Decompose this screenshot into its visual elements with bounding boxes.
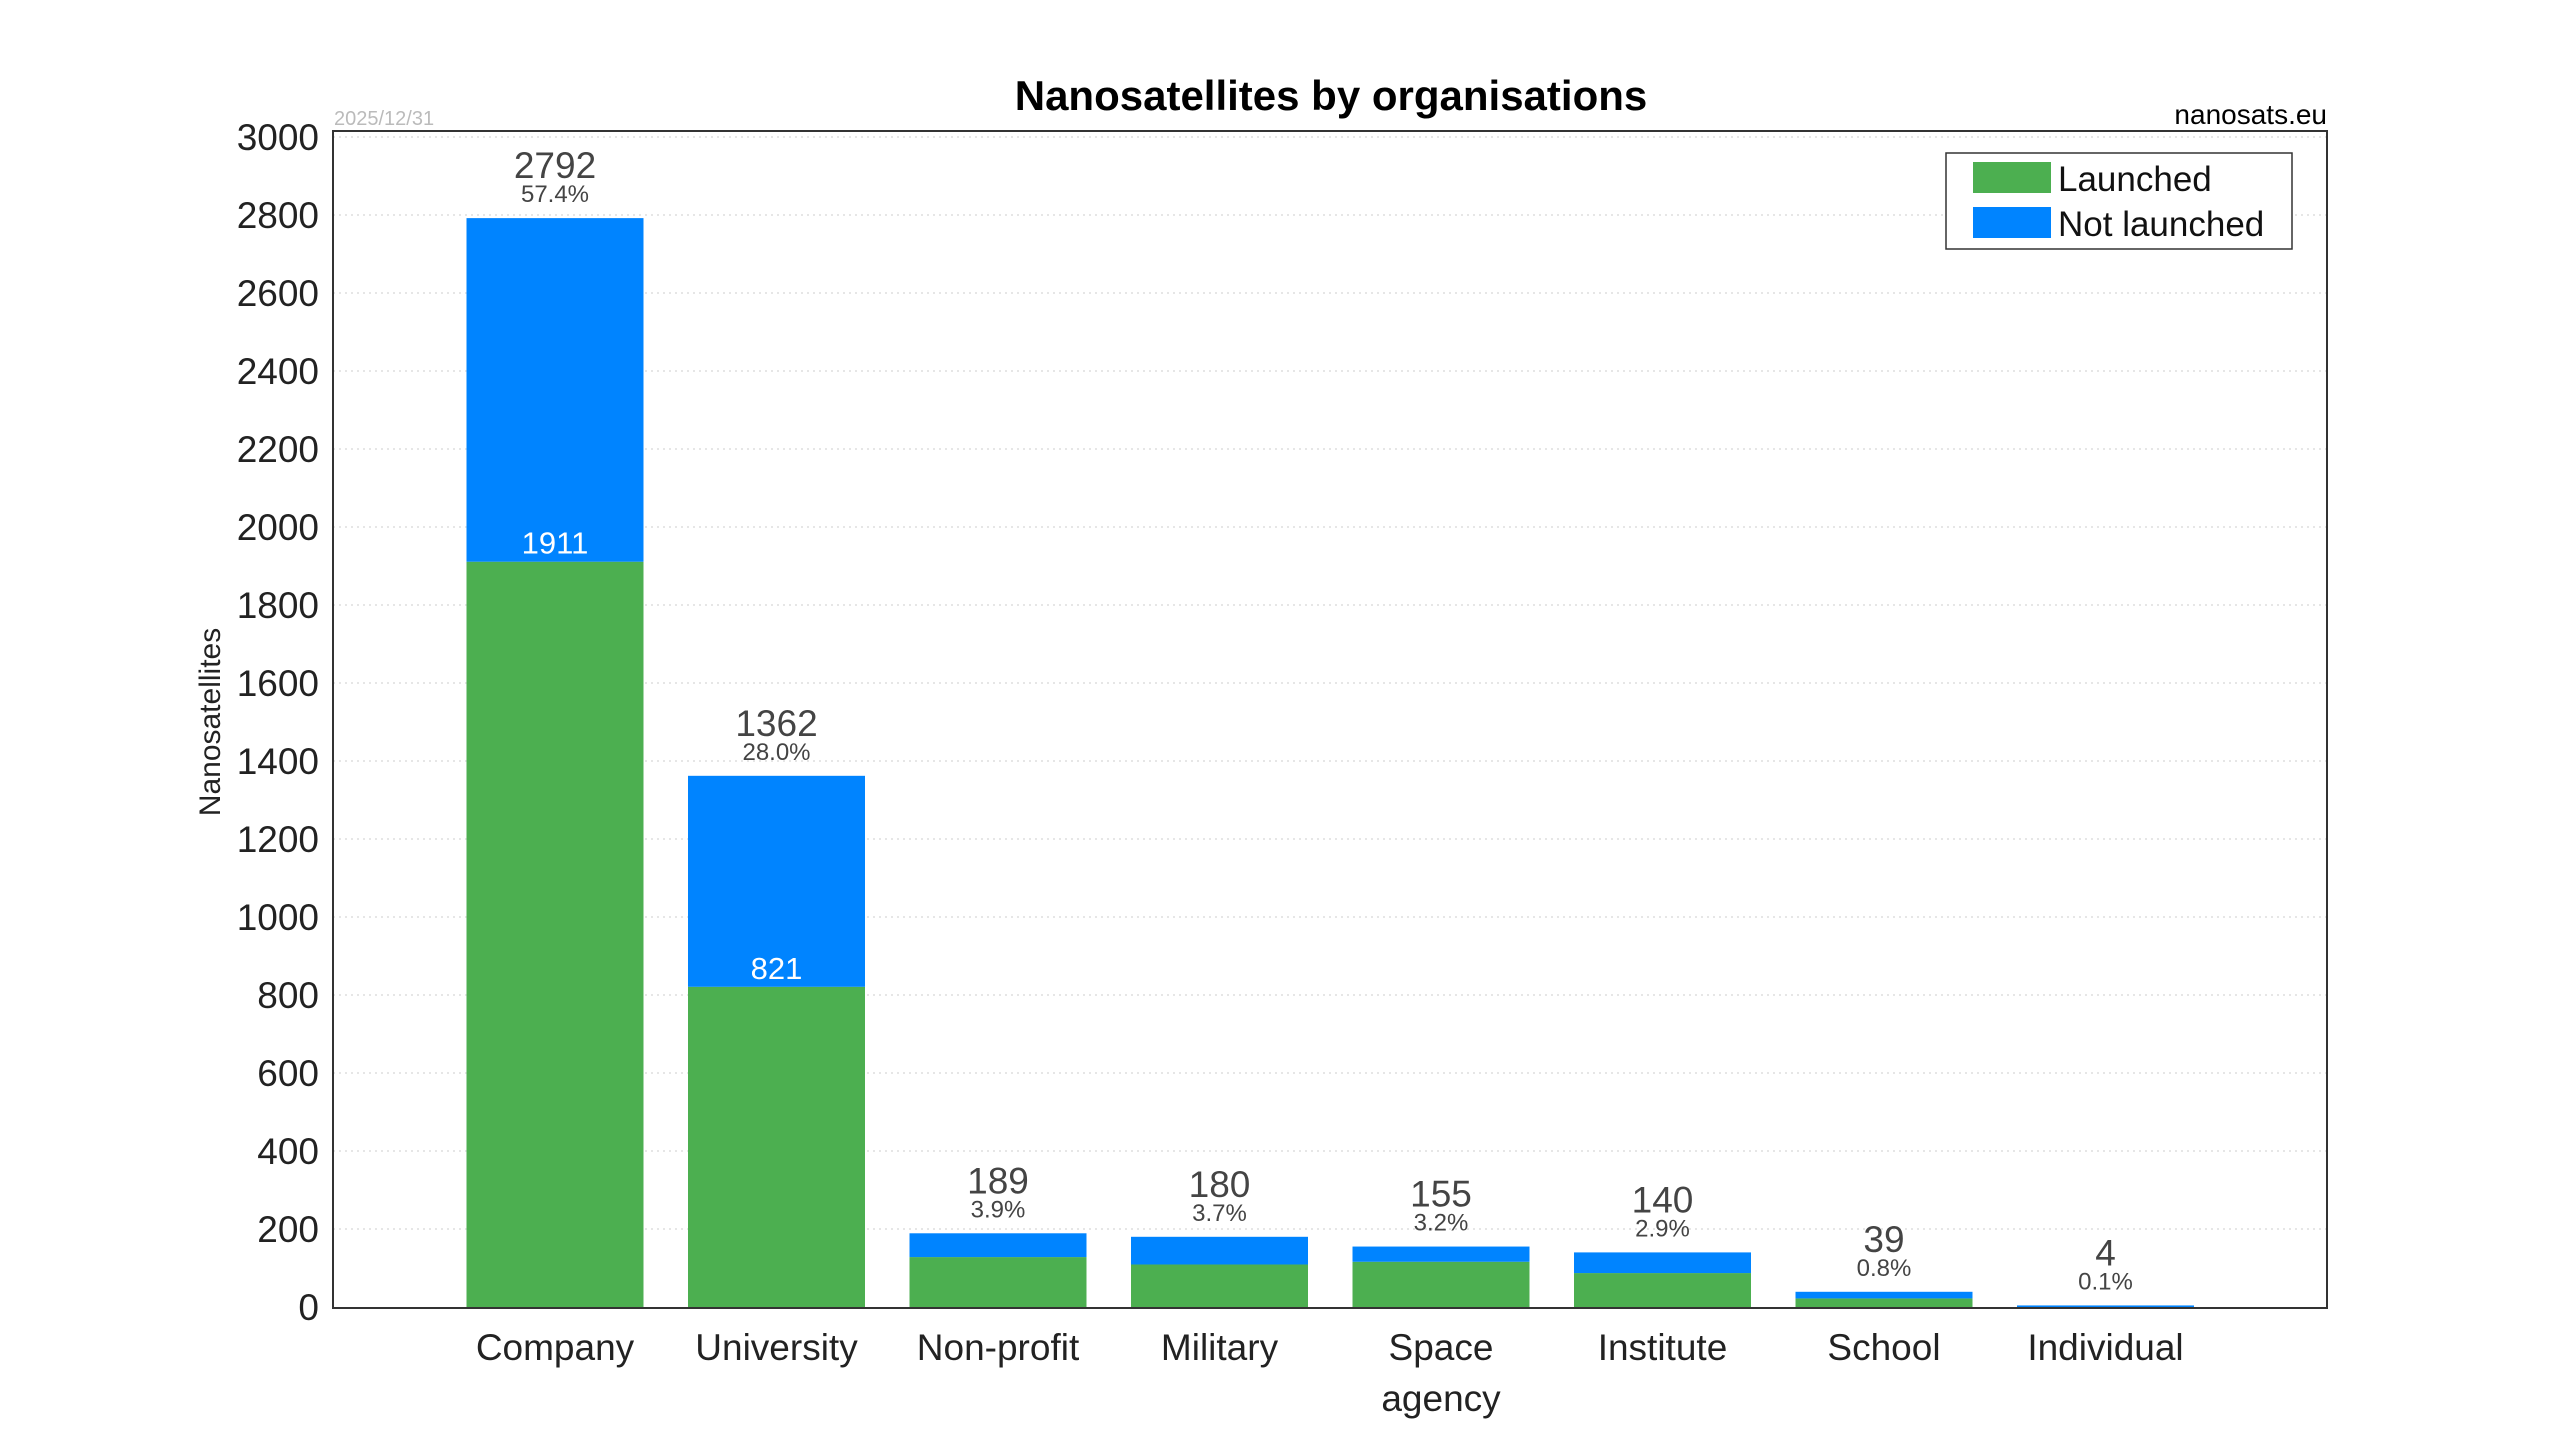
x-tick-label: University xyxy=(695,1327,858,1368)
y-tick-label: 1400 xyxy=(237,741,319,782)
legend-swatch xyxy=(1973,207,2051,238)
y-tick-label: 400 xyxy=(257,1131,319,1172)
legend-label: Not launched xyxy=(2058,205,2264,244)
date-label: 2025/12/31 xyxy=(334,108,434,130)
percent-label: 0.1% xyxy=(2078,1268,2133,1295)
y-tick-label: 2400 xyxy=(237,351,319,392)
y-tick-label: 2600 xyxy=(237,273,319,314)
bar-not-launched xyxy=(2017,1305,2194,1307)
gridlines xyxy=(333,136,2327,1230)
legend-swatch xyxy=(1973,162,2051,193)
bar-launched xyxy=(688,986,865,1307)
x-tick-label: Institute xyxy=(1598,1327,1728,1368)
bar-launched xyxy=(1131,1264,1308,1307)
x-axis: Company University Non-profit Military Space… xyxy=(476,1327,2184,1419)
chart-title: Nanosatellites by organisations xyxy=(1015,72,1648,119)
x-tick-label: Company xyxy=(476,1327,635,1368)
x-tick-label: agency xyxy=(1381,1378,1501,1419)
y-tick-label: 2000 xyxy=(237,507,319,548)
y-tick-label: 1800 xyxy=(237,585,319,626)
legend-label: Launched xyxy=(2058,160,2212,199)
x-tick-label: Military xyxy=(1161,1327,1279,1368)
total-label: 39 xyxy=(1863,1219,1904,1260)
bar-not-launched xyxy=(1352,1246,1530,1262)
y-tick-label: 2200 xyxy=(237,429,319,470)
total-label: 4 xyxy=(2095,1232,2116,1273)
bar-launched xyxy=(909,1257,1087,1307)
bar-launched xyxy=(1352,1261,1530,1307)
bar-labels: 57.4%2792 1911 28.0%1362 821 3.9%189 3.7%180 3… xyxy=(514,145,2133,1295)
bar-not-launched xyxy=(1795,1291,1973,1299)
launched-label: 1911 xyxy=(522,526,589,561)
bar-not-launched xyxy=(688,775,865,987)
total-label: 180 xyxy=(1189,1164,1251,1205)
y-tick-label: 1000 xyxy=(237,897,319,938)
bar-not-launched xyxy=(1574,1252,1751,1274)
y-axis: 0 200 400 600 800 1000 1200 1400 1600 1800 2000 220… xyxy=(237,117,319,1328)
x-tick-label: Individual xyxy=(2027,1327,2183,1368)
bars xyxy=(466,218,2194,1307)
total-label: 189 xyxy=(967,1160,1029,1201)
x-tick-label: Non-profit xyxy=(917,1327,1080,1368)
percent-label: 57.4% xyxy=(521,181,589,208)
y-tick-label: 800 xyxy=(257,975,319,1016)
total-label: 155 xyxy=(1410,1174,1472,1215)
percent-label: 2.9% xyxy=(1635,1215,1690,1242)
percent-label: 3.7% xyxy=(1192,1200,1247,1227)
bar-not-launched xyxy=(1131,1236,1308,1265)
percent-label: 3.2% xyxy=(1414,1210,1469,1237)
y-tick-label: 2800 xyxy=(237,195,319,236)
percent-label: 3.9% xyxy=(971,1196,1026,1223)
y-tick-label: 600 xyxy=(257,1053,319,1094)
y-tick-label: 200 xyxy=(257,1209,319,1250)
percent-label: 28.0% xyxy=(742,739,810,766)
bar-not-launched xyxy=(466,218,644,562)
source-label: nanosats.eu xyxy=(2174,99,2327,130)
bar-launched xyxy=(466,561,644,1307)
x-tick-label: Space xyxy=(1389,1327,1494,1368)
y-axis-label: Nanosatellites xyxy=(194,628,227,816)
y-tick-label: 0 xyxy=(298,1287,319,1328)
y-tick-label: 3000 xyxy=(237,117,319,158)
x-tick-label: School xyxy=(1827,1327,1940,1368)
total-label: 2792 xyxy=(514,145,596,186)
plot-frame xyxy=(332,130,2328,1309)
y-tick-label: 1200 xyxy=(237,819,319,860)
launched-label: 821 xyxy=(751,951,803,986)
percent-label: 0.8% xyxy=(1857,1255,1912,1282)
total-label: 140 xyxy=(1632,1179,1694,1220)
bar-not-launched xyxy=(909,1233,1087,1258)
bar-launched xyxy=(1795,1298,1973,1307)
total-label: 1362 xyxy=(735,703,817,744)
y-tick-label: 1600 xyxy=(237,663,319,704)
bar-launched xyxy=(1574,1273,1751,1307)
legend: Launched Not launched xyxy=(1945,152,2293,250)
